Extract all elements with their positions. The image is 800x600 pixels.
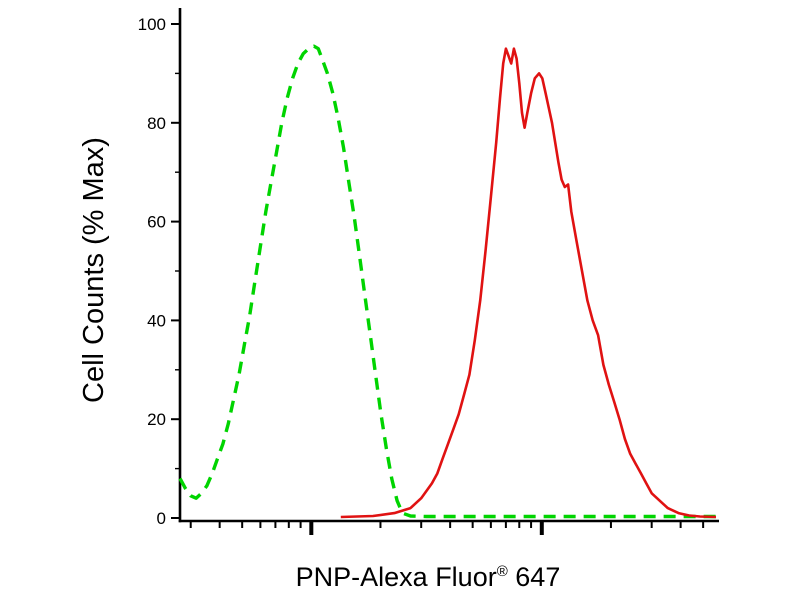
y-axis-title: Cell Counts (% Max) [78, 137, 110, 403]
y-tick-label: 0 [157, 509, 166, 528]
curve-pnp-alexa-fluor-647-stained [340, 47, 717, 519]
axis-ticks: 0 20 40 60 80 100 [138, 15, 705, 535]
curves [178, 44, 717, 519]
registered-trademark-symbol: ® [497, 563, 508, 580]
x-axis-title-suffix: 647 [508, 562, 561, 592]
x-axis-title: PNP-Alexa Fluor® 647 [296, 562, 561, 592]
y-tick-label: 20 [147, 410, 166, 429]
x-axis-title-main: PNP-Alexa Fluor [296, 562, 497, 592]
axes [178, 8, 719, 523]
y-tick-label: 40 [147, 311, 166, 330]
curve-negative-control [178, 44, 716, 519]
y-tick-label: 60 [147, 213, 166, 232]
y-tick-label: 80 [147, 114, 166, 133]
y-tick-label: 100 [138, 15, 166, 34]
